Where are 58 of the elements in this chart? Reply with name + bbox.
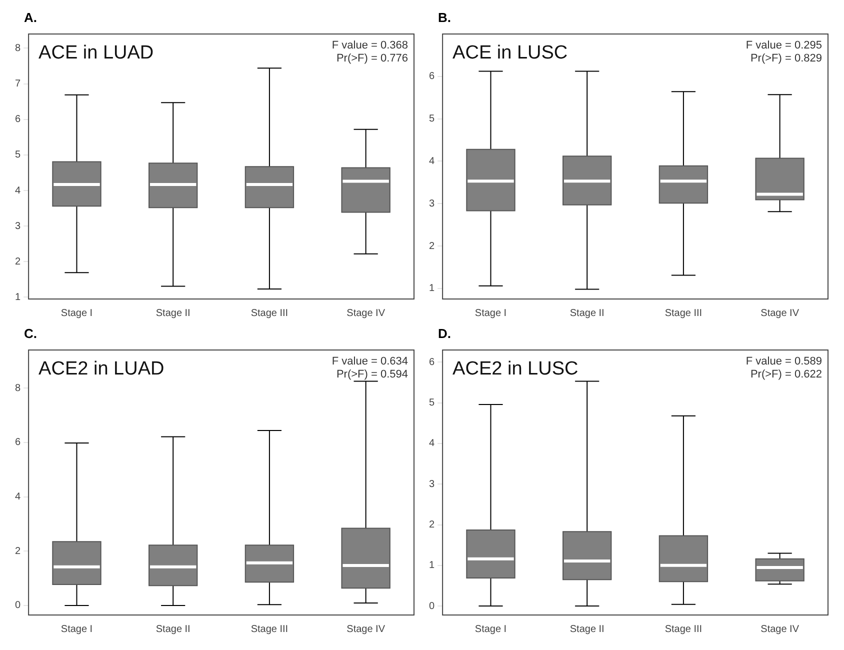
y-tick-label: 6 [15,437,21,448]
x-tick-label: Stage II [156,624,190,635]
x-tick-label: Stage III [664,308,702,319]
annotation: F value = 0.589 [746,356,822,368]
y-tick-label: 3 [429,198,435,210]
y-tick-label: 4 [429,156,435,167]
y-tick-label: 8 [15,42,21,54]
y-tick-label: 7 [15,78,21,90]
y-tick-label: 5 [429,114,435,125]
annotation: Pr(>F) = 0.622 [750,368,822,381]
annotation: Pr(>F) = 0.594 [336,368,408,381]
x-tick-label: Stage IV [346,308,386,319]
y-tick-label: 1 [429,283,435,294]
y-tick-label: 6 [429,356,435,368]
x-tick-label: Stage IV [760,308,800,319]
y-tick-label: 0 [15,600,21,612]
x-tick-label: Stage II [570,624,604,635]
x-tick-label: Stage I [474,624,507,635]
y-tick-label: 8 [15,382,21,394]
text: ACE in LUSC [452,42,568,64]
x-tick-label: Stage III [250,308,288,319]
text: ACE in LUAD [38,42,154,64]
x-tick-label: Stage I [60,624,93,635]
y-tick-label: 4 [429,438,435,450]
y-tick-label: 2 [429,520,435,531]
annotation: F value = 0.634 [332,356,408,368]
y-tick-label: 5 [15,150,21,161]
text: A. [24,10,37,26]
x-tick-label: Stage I [60,308,93,319]
annotation: Pr(>F) = 0.776 [336,52,408,65]
text: ACE2 in LUSC [452,358,578,380]
y-tick-label: 2 [15,256,21,268]
y-tick-label: 1 [15,292,21,303]
y-tick-label: 4 [15,185,21,196]
x-tick-label: Stage IV [346,624,386,635]
x-tick-label: Stage II [156,308,190,319]
y-tick-label: 2 [429,240,435,252]
x-tick-label: Stage III [664,624,702,635]
annotation: F value = 0.295 [746,40,822,52]
x-tick-label: Stage IV [760,624,800,635]
x-tick-label: Stage I [474,308,507,319]
y-tick-label: 6 [429,71,435,82]
y-tick-label: 3 [15,220,21,232]
x-tick-label: Stage III [250,624,288,635]
text: B. [438,10,451,26]
y-tick-label: 1 [429,560,435,572]
y-tick-label: 2 [15,546,21,557]
y-tick-label: 4 [15,492,21,503]
annotation: F value = 0.368 [332,40,408,52]
annotation: Pr(>F) = 0.829 [750,52,822,65]
text: ACE2 in LUAD [38,358,164,380]
text: D. [438,326,451,342]
x-tick-label: Stage II [570,308,604,319]
y-tick-label: 0 [429,600,435,612]
y-tick-label: 3 [429,478,435,490]
y-tick-label: 6 [15,114,21,126]
y-tick-label: 5 [429,398,435,409]
text: C. [24,326,37,342]
